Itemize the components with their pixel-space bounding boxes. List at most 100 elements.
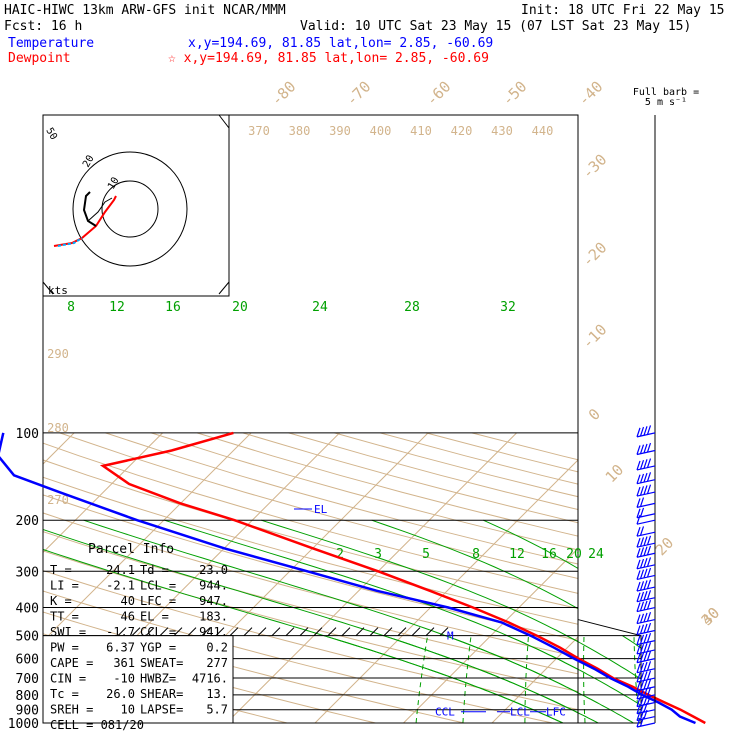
- wind-barb-flag: [646, 442, 652, 453]
- wind-barb-flag: [639, 672, 645, 682]
- parcel-info-title: Parcel Info: [88, 542, 174, 557]
- wind-barb-flag: [643, 612, 648, 623]
- stable-layer-tick: [131, 627, 141, 637]
- wind-barb-flag: [639, 717, 645, 727]
- wind-barb-flag: [643, 546, 648, 556]
- wind-barb-flag: [636, 474, 641, 484]
- wind-barb-flag: [636, 559, 641, 570]
- parcel-param-name: CAPE =: [50, 656, 93, 670]
- isotherm-label-top: -40: [575, 78, 607, 110]
- isotherm-label-right: 20: [652, 534, 678, 560]
- theta-label: 400: [370, 124, 392, 138]
- profile-dewpoint: [0, 432, 696, 725]
- wind-barb-flag: [643, 459, 648, 469]
- pressure-label: 300: [16, 565, 39, 580]
- wind-barb-staff: [636, 564, 656, 570]
- wind-barb-flag: [636, 498, 641, 508]
- wind-barb-flag: [646, 687, 652, 697]
- wind-barb-flag: [643, 643, 648, 653]
- stable-layer-tick: [159, 627, 169, 637]
- theta-label: 430: [491, 124, 513, 138]
- parcel-param-name: LAPSE=: [140, 703, 183, 717]
- wind-barb-flag: [643, 679, 648, 690]
- hodograph-corner-line: [218, 281, 230, 295]
- hodograph-corner-label: 50: [43, 126, 59, 142]
- dry-adiabat: [43, 550, 578, 693]
- mixing-ratio-label: 2: [336, 547, 344, 562]
- pressure-label: 100: [16, 427, 39, 442]
- hodograph-trace-mid: [82, 191, 97, 227]
- parcel-param-value: 24.1: [106, 563, 135, 577]
- wind-barb-staff: [636, 618, 656, 625]
- wind-barb-flag: [643, 590, 648, 601]
- wind-barb-flag: [636, 537, 641, 548]
- pressure-label: 800: [16, 689, 39, 704]
- parcel-param-value: -10: [113, 672, 135, 686]
- wind-barb-flag: [636, 663, 641, 673]
- theta-label-left: 280: [47, 421, 69, 435]
- wind-barb-flag: [639, 581, 645, 591]
- hodograph-ring-inner: [101, 180, 159, 238]
- stable-layer-tick: [257, 627, 267, 637]
- stable-layer-tick: [383, 627, 393, 637]
- moist-adiabat-lower: [723, 636, 740, 723]
- stable-layer-tick: [313, 627, 323, 637]
- mixing-ratio-line: [524, 635, 529, 723]
- wind-barb-flag: [646, 557, 652, 567]
- parcel-param-value: 46: [121, 610, 135, 624]
- wind-barb-flag: [639, 710, 645, 720]
- dewpoint-location: ☆ x,y=194.69, 81.85 lat,lon= 2.85, -60.6…: [168, 51, 489, 66]
- isotherm-line: [226, 432, 517, 723]
- wind-barb-flag: [639, 591, 645, 602]
- moist-adiabat-label: 8: [67, 300, 75, 315]
- parcel-param-value: 10: [121, 703, 135, 717]
- parcel-param-name: SREH =: [50, 703, 93, 717]
- el-marker: EL: [314, 503, 328, 516]
- moist-adiabat-lower: [566, 635, 641, 680]
- mixing-ratio-label: 12: [509, 547, 525, 562]
- parcel-param-name: CCL =: [140, 625, 176, 639]
- wind-barb-staff: [636, 677, 656, 683]
- stable-layer-tick: [425, 627, 435, 637]
- parcel-param-value: 26.0: [106, 687, 135, 701]
- wind-barb-flag: [636, 653, 641, 663]
- dry-adiabat: [43, 590, 553, 723]
- wind-barb-flag: [643, 702, 648, 713]
- parcel-param-name: SWEAT=: [140, 656, 183, 670]
- wind-barb-flag: [636, 527, 641, 537]
- parcel-param-value: 941.: [199, 625, 228, 639]
- wind-barb-flag: [639, 558, 645, 569]
- wind-barb-flag: [643, 558, 648, 568]
- wind-barb-flag: [646, 661, 652, 671]
- wind-barb-flag: [639, 537, 645, 547]
- moist-adiabat-label: 12: [109, 300, 125, 315]
- parcel-param-name: Tc =: [50, 687, 79, 701]
- stable-layer-tick: [173, 627, 183, 637]
- wind-barb-flag: [636, 704, 641, 714]
- wind-barb-flag: [643, 661, 648, 672]
- mixing-ratio-label: 24: [588, 547, 604, 562]
- stable-layer-tick: [439, 627, 449, 637]
- stable-layer-tick: [145, 627, 155, 637]
- parcel-param-value: 277: [206, 656, 228, 670]
- wind-barb-flag: [636, 717, 641, 728]
- moist-adiabat-lower: [383, 635, 599, 723]
- wind-barb-staff: [636, 479, 656, 485]
- wind-barb-flag: [646, 567, 652, 578]
- hodograph-ring-label: 20: [81, 154, 97, 170]
- parcel-param-value: 944.: [199, 579, 228, 593]
- dry-adiabat: [43, 459, 578, 610]
- wind-barb-flag: [639, 547, 645, 557]
- parcel-param-value: 947.: [199, 594, 228, 608]
- wind-barb-staff: [636, 574, 656, 581]
- wind-barb-staff: [636, 465, 656, 471]
- stable-layer-tick: [201, 627, 211, 637]
- dry-adiabat: [43, 512, 578, 658]
- stable-layer-tick: [243, 627, 253, 637]
- isotherm-label-right: 40: [698, 604, 724, 630]
- moist-adiabat-lower: [675, 636, 740, 723]
- wind-barb-flag: [639, 696, 645, 706]
- wind-barb-flag: [646, 545, 652, 556]
- parcel-param-value: -1.7: [106, 625, 135, 639]
